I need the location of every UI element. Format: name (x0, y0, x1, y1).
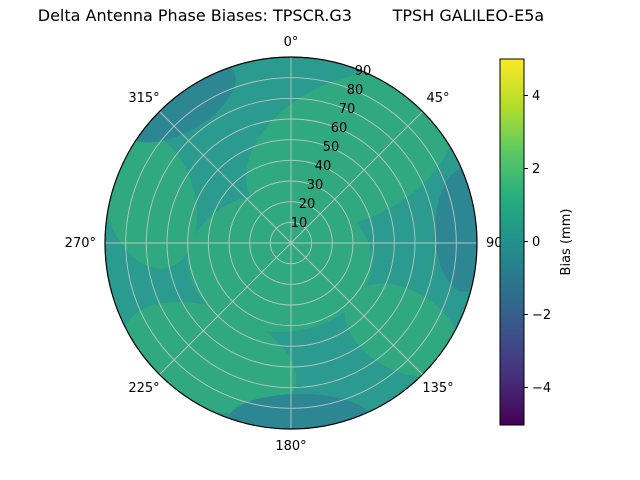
colorbar-ticks (524, 95, 528, 388)
radial-tick-label: 60 (331, 121, 348, 136)
angle-tick-label: 90 (486, 236, 503, 251)
bias-region-dark (435, 168, 477, 292)
angle-tick-label: 0° (284, 35, 299, 50)
radial-tick-label: 40 (315, 159, 332, 174)
angle-tick-label: 270° (65, 236, 96, 251)
colorbar: 4 2 0 −2 −4 Bias (mm) (499, 58, 574, 426)
angle-tick-labels: 0° 45° 90 135° 180° 225° 270° 315° (65, 35, 503, 454)
angle-tick-label: 180° (275, 439, 306, 454)
colorbar-gradient (499, 58, 525, 426)
radial-tick-label: 90 (355, 64, 372, 79)
polar-grid-spokes (105, 57, 477, 429)
polar-outline (104, 56, 478, 430)
bias-region-green (344, 283, 460, 377)
angle-tick-label: 315° (128, 91, 159, 106)
radial-tick-labels: 10 20 30 40 50 60 70 80 90 (291, 64, 372, 231)
radial-tick-label: 50 (323, 140, 340, 155)
chart-title: Delta Antenna Phase Biases: TPSCR.G3 TPS… (37, 6, 545, 25)
bias-region-dark (124, 61, 236, 143)
angle-tick-label: 225° (128, 381, 159, 396)
bias-region-dark (228, 394, 372, 429)
radial-tick-label: 70 (339, 102, 356, 117)
bias-region-green (188, 192, 372, 332)
colorbar-tick-label: −4 (532, 381, 551, 396)
colorbar-tick-label: 2 (532, 162, 540, 177)
colorbar-tick-label: 0 (532, 235, 540, 250)
angle-tick-label: 135° (422, 381, 453, 396)
radial-tick-label: 80 (347, 83, 364, 98)
angle-tick-label: 45° (426, 91, 449, 106)
colorbar-label: Bias (mm) (559, 209, 574, 276)
bias-region-green (246, 71, 454, 229)
colorbar-tick-label: −2 (532, 308, 551, 323)
radial-tick-label: 20 (299, 197, 316, 212)
radial-tick-label: 10 (291, 216, 308, 231)
colorbar-tick-label: 4 (532, 89, 540, 104)
bias-region-green (105, 131, 198, 269)
colorbar-tick-labels: 4 2 0 −2 −4 (532, 89, 551, 396)
radial-tick-label: 30 (307, 178, 324, 193)
